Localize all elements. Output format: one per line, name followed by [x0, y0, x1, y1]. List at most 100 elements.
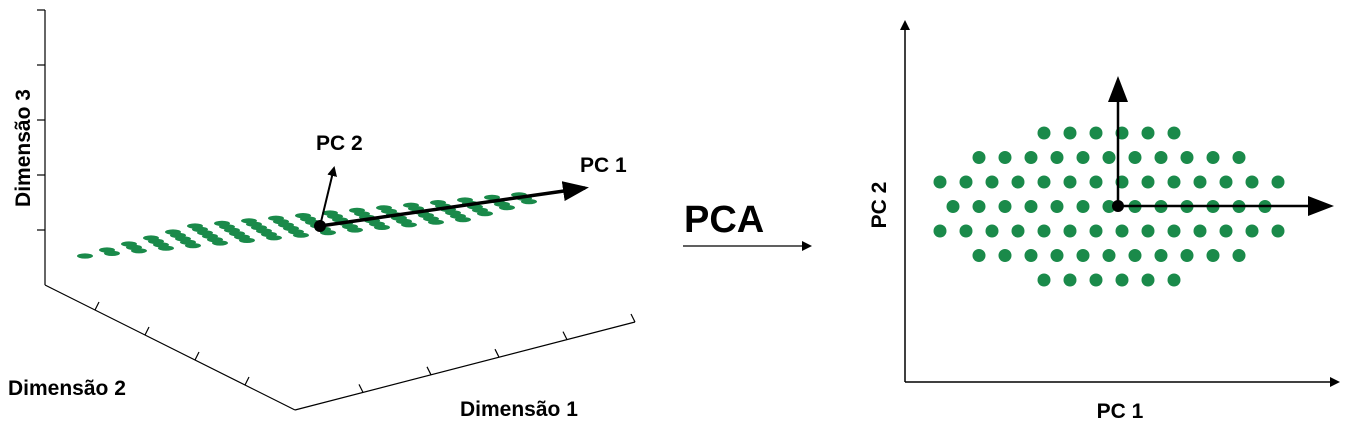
- point: [985, 224, 999, 238]
- point: [1050, 151, 1064, 164]
- point: [268, 215, 284, 221]
- point: [1037, 273, 1051, 287]
- point: [484, 194, 500, 200]
- point: [1037, 175, 1051, 189]
- point: [1024, 151, 1038, 164]
- point: [349, 207, 365, 213]
- pc1-axis-label: PC 1: [1097, 400, 1144, 423]
- tick: [194, 351, 200, 361]
- point: [1206, 151, 1220, 164]
- point: [1141, 126, 1155, 140]
- pc-vectors-3d: [314, 166, 589, 232]
- point: [985, 175, 999, 189]
- point: [457, 197, 473, 203]
- point: [1154, 151, 1168, 164]
- point: [1102, 249, 1116, 262]
- point: [1076, 200, 1090, 213]
- transform-label: PCA: [684, 199, 764, 241]
- x-axis-label: Dimensão 1: [460, 398, 578, 421]
- point: [1011, 224, 1025, 238]
- y-axis-label: Dimensão 2: [8, 377, 126, 400]
- point: [1050, 249, 1064, 262]
- center-dot: [1112, 200, 1124, 212]
- point: [430, 200, 446, 206]
- point: [1167, 126, 1181, 140]
- point: [121, 241, 137, 247]
- point: [1219, 175, 1233, 189]
- point: [1167, 224, 1181, 238]
- origin-dot: [314, 220, 326, 232]
- z-axis-label: Dimensão 3: [12, 89, 35, 207]
- point: [1102, 151, 1116, 164]
- point: [1167, 175, 1181, 189]
- pc2-axis-label: PC 2: [868, 182, 891, 229]
- point: [998, 200, 1012, 213]
- point: [1037, 224, 1051, 238]
- point: [1271, 224, 1285, 238]
- point: [214, 220, 230, 226]
- point: [1245, 224, 1259, 238]
- point: [1245, 175, 1259, 189]
- point: [959, 224, 973, 238]
- point: [1089, 175, 1103, 189]
- point: [1219, 224, 1233, 238]
- data-plane: [77, 192, 537, 259]
- tick: [494, 348, 500, 358]
- point: [1271, 175, 1285, 189]
- pc2-vector: [319, 166, 337, 227]
- point: [946, 200, 960, 213]
- point: [1232, 151, 1246, 164]
- point: [1128, 249, 1142, 262]
- point: [1141, 273, 1155, 287]
- point: [972, 151, 986, 164]
- point: [1141, 175, 1155, 189]
- tick: [244, 376, 250, 386]
- point: [1024, 200, 1038, 213]
- point: [1076, 249, 1090, 262]
- point: [1154, 249, 1168, 262]
- point: [998, 151, 1012, 164]
- right-2d-plot: [900, 20, 1340, 387]
- y-axis: [44, 284, 296, 411]
- point: [165, 229, 181, 235]
- point: [959, 175, 973, 189]
- point: [1180, 249, 1194, 262]
- tick: [144, 326, 150, 336]
- point: [998, 249, 1012, 262]
- point: [1232, 249, 1246, 262]
- point: [933, 224, 947, 238]
- point: [1167, 273, 1181, 287]
- point: [241, 218, 257, 224]
- point: [1102, 200, 1116, 213]
- pc-vectors-2d: [1108, 76, 1334, 216]
- point: [1024, 249, 1038, 262]
- point: [1076, 151, 1090, 164]
- point: [1089, 224, 1103, 238]
- tick: [630, 313, 636, 323]
- point: [1180, 151, 1194, 164]
- point: [1037, 126, 1051, 140]
- point: [1193, 224, 1207, 238]
- left-3d-plot: [37, 9, 636, 411]
- point: [295, 213, 311, 219]
- x-axis: [294, 321, 636, 411]
- point: [933, 175, 947, 189]
- tick: [426, 366, 432, 376]
- point: [1063, 175, 1077, 189]
- projected-points: [933, 126, 1285, 287]
- point: [143, 235, 159, 241]
- point: [403, 202, 419, 208]
- point: [1141, 224, 1155, 238]
- point: [972, 249, 986, 262]
- point: [99, 247, 115, 253]
- point: [1115, 273, 1129, 287]
- point: [1128, 151, 1142, 164]
- point: [1206, 249, 1220, 262]
- point: [1089, 273, 1103, 287]
- tick: [94, 301, 100, 311]
- tick: [562, 331, 568, 340]
- point: [1063, 126, 1077, 140]
- point: [77, 253, 93, 259]
- point: [1089, 126, 1103, 140]
